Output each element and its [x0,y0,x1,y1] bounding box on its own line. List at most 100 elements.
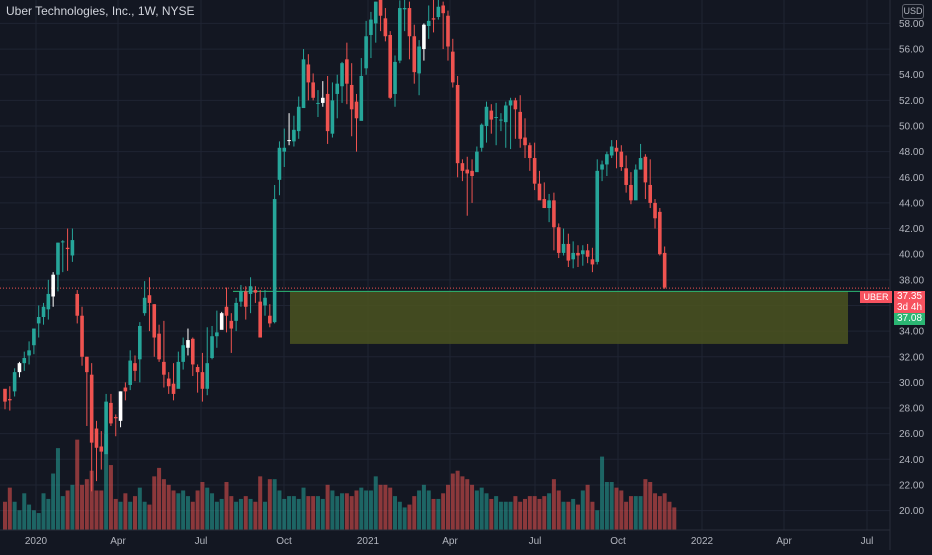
candle-body [455,84,460,164]
x-tick-label: 2022 [691,536,714,547]
candle-body [383,18,388,37]
volume-bar [561,501,566,530]
candle-body [345,59,349,84]
volume-bar [330,490,335,530]
volume-bar [46,498,51,530]
volume-bar [378,484,383,530]
volume-bar [147,504,152,530]
volume-bar [142,501,147,530]
candle-body [489,110,494,120]
volume-bar [523,498,528,530]
y-tick-label: 50.00 [899,121,924,132]
candle-body [306,64,311,83]
candle-body [287,140,291,142]
volume-bar [185,496,190,530]
candle-body [268,315,272,324]
volume-bar [224,482,229,530]
candle-body [633,169,638,201]
volume-bar [628,496,633,530]
volume-bar [17,510,22,530]
y-tick-label: 54.00 [899,70,924,81]
candle-body [349,84,354,110]
candle-body [393,61,397,94]
candle-body [335,83,340,94]
x-tick-label: Jul [529,536,542,547]
volume-bar [335,496,340,530]
candle-body [552,200,556,228]
volume-bar [604,482,609,530]
candle-body [89,374,94,443]
candle-body [258,301,262,338]
candles [3,0,667,492]
candle-body [629,184,633,201]
candle-body [571,252,575,260]
volume-bar [450,473,455,530]
volume-bar [508,501,513,530]
candle-body [311,82,315,98]
candle-body [36,317,41,324]
volume-bar [70,484,75,530]
volume-bar [277,490,282,530]
candle-body [508,100,513,106]
candle-body [499,119,503,121]
candle-body [12,372,17,392]
volume-bar [205,487,210,530]
volume-bar [176,493,181,530]
candle-body [426,20,431,26]
volume-bar [662,493,667,530]
support-zone [290,291,848,344]
volume-bar [287,496,292,530]
candle-body [407,8,412,37]
volume-bar [609,482,614,530]
volume-bar [263,501,268,530]
candle-body [94,428,99,448]
volume-bar [41,493,46,530]
volume-bar [344,493,349,530]
volume-bar [234,501,239,530]
candle-body [219,313,224,330]
volume-bar [190,501,195,530]
candle-body [422,24,426,50]
line-price-label: 37.08 [894,313,926,325]
volume-bar [489,498,494,530]
volume-bar [161,479,166,530]
candle-body [359,75,364,121]
candle-body [609,146,614,156]
volume-bar [7,487,12,530]
last-price-label: 37.35 [894,291,926,303]
volume-bar [340,493,345,530]
currency-button[interactable]: USD [902,4,924,19]
candle-body [470,170,474,176]
candle-body [475,151,479,173]
candle-body [417,46,421,74]
volume-bar [595,510,600,530]
candle-body [138,325,142,360]
volume-bar [431,498,436,530]
ticker-label: UBER [860,291,892,303]
candle-body [460,163,465,171]
candle-body [234,302,238,321]
y-tick-label: 40.00 [899,250,924,261]
volume-bar [84,479,89,530]
volume-bar [436,498,441,530]
volume-bar [503,501,508,530]
y-tick-label: 58.00 [899,19,924,30]
volume-bar [657,496,662,530]
candle-body [248,286,253,294]
volume-bar [12,501,17,530]
volume-bar [195,490,200,530]
volume-bar [551,479,556,530]
candle-body [224,306,229,316]
volume-bar [412,496,417,530]
volume-bar [55,448,60,530]
volume-bar [320,498,325,530]
volume-bar [36,513,41,530]
candle-body [576,252,580,256]
candle-body [27,350,31,356]
candle-body [75,293,80,316]
candle-body [523,137,527,146]
candle-body [239,291,243,302]
candle-body [171,383,176,394]
